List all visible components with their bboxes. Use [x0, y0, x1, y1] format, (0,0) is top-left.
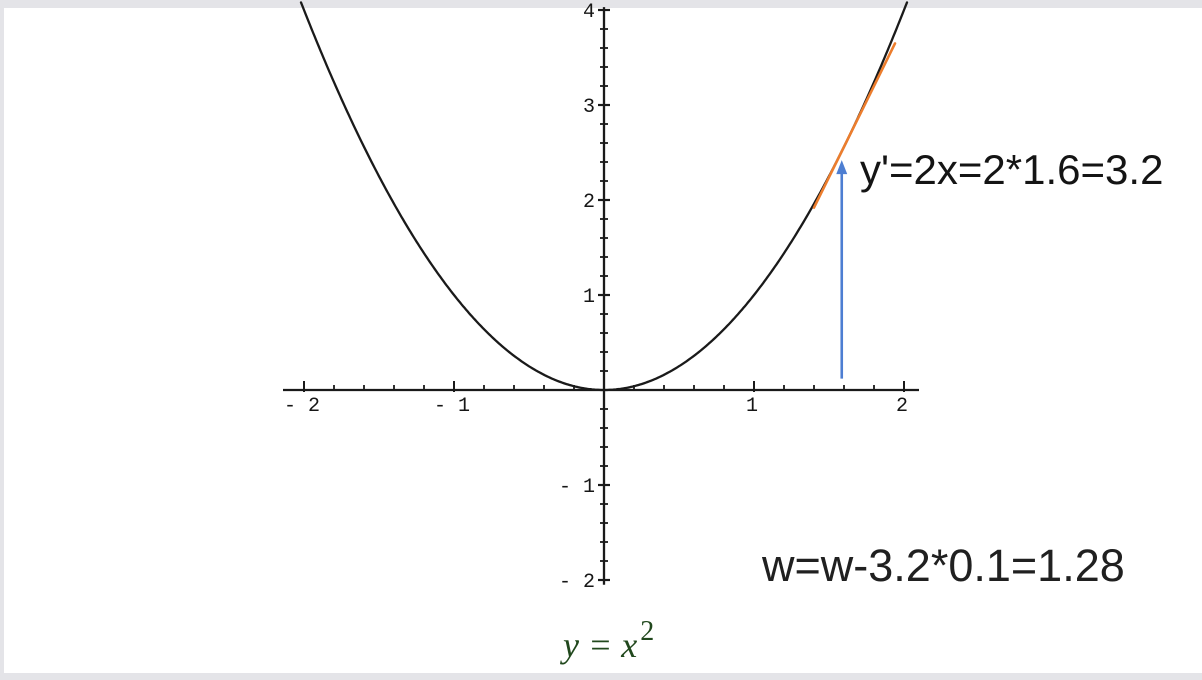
formula-base: y = x [563, 625, 638, 665]
y-tick-label: - 1 [559, 476, 595, 499]
formula-superscript: 2 [640, 616, 655, 647]
x-tick-label: - 1 [434, 395, 470, 418]
x-tick-label: 1 [746, 395, 758, 418]
y-tick-label: 4 [583, 1, 595, 24]
x-tick-label: - 2 [284, 395, 320, 418]
weight-update-annotation: w=w-3.2*0.1=1.28 [762, 540, 1125, 591]
gradient-arrow-head [836, 160, 848, 175]
parabola-curve [299, 1, 909, 392]
y-tick-label: 3 [583, 96, 595, 119]
derivative-annotation: y'=2x=2*1.6=3.2 [860, 146, 1164, 193]
x-tick-label: 2 [896, 395, 908, 418]
y-tick-label: 2 [583, 191, 595, 214]
tangent-line [812, 42, 897, 209]
y-tick-label: 1 [583, 286, 595, 309]
y-tick-label: - 2 [559, 571, 595, 594]
